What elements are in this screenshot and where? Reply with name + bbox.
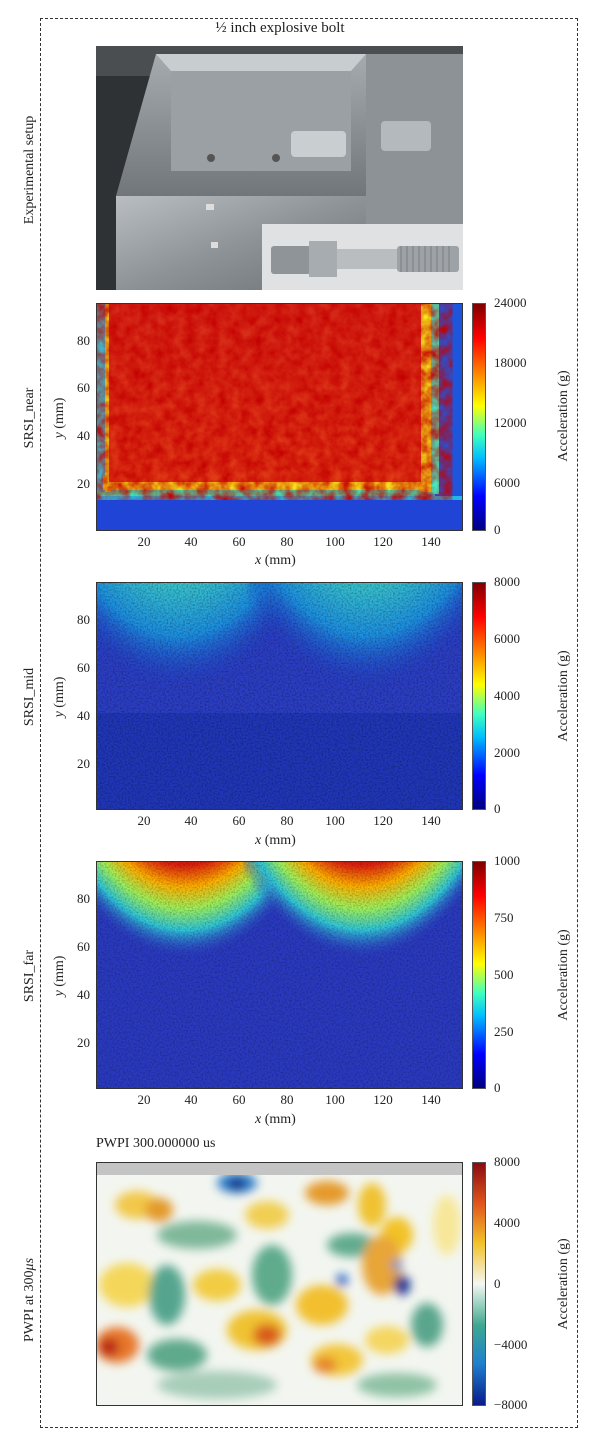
srsi-near-colorbar [472, 303, 486, 531]
x-tick: 20 [137, 813, 151, 828]
pwpi-panel-title: PWPI 300.000000 us [96, 1136, 216, 1151]
colorbar-tick: 500 [494, 967, 514, 982]
y-tick: 40 [77, 428, 90, 443]
colorbar-tick: 12000 [494, 415, 527, 430]
pwpi-header-bar [97, 1163, 462, 1175]
srsi-far-heatmap [65, 627, 482, 1089]
srsi-mid-colorbar-label: Acceleration (g) [556, 650, 571, 742]
colorbar-tick: 750 [494, 910, 514, 925]
x-tick: 120 [373, 534, 393, 549]
y-tick: 20 [77, 476, 90, 491]
colorbar-tick: 6000 [494, 475, 520, 490]
x-tick: 100 [325, 813, 345, 828]
colorbar-tick: −4000 [494, 1337, 528, 1352]
colorbar-tick: 1000 [494, 853, 520, 868]
x-tick: 40 [184, 1092, 198, 1107]
x-tick: 60 [232, 1092, 246, 1107]
colorbar-tick: 24000 [494, 295, 527, 310]
pwpi-colorbar [472, 1162, 486, 1406]
colorbar-tick: 0 [494, 522, 501, 537]
srsi-mid-row-label: SRSI_mid [22, 667, 37, 727]
srsi-near-row-label: SRSI_near [22, 387, 37, 449]
y-tick: 40 [77, 987, 90, 1002]
y-tick: 40 [77, 708, 90, 723]
x-tick: 40 [184, 813, 198, 828]
colorbar-tick: 8000 [494, 1154, 520, 1169]
x-tick: 60 [232, 813, 246, 828]
colorbar-tick: −8000 [494, 1397, 528, 1412]
y-tick: 60 [77, 380, 90, 395]
colorbar-tick: 0 [494, 1276, 501, 1291]
x-tick: 40 [184, 534, 198, 549]
srsi-far-colorbar [472, 861, 486, 1089]
x-tick: 140 [421, 534, 441, 549]
x-tick: 140 [421, 1092, 441, 1107]
y-tick: 80 [77, 891, 90, 906]
y-tick: 80 [77, 612, 90, 627]
srsi-far-xlabel: x (mm) [255, 1112, 296, 1127]
y-tick: 60 [77, 660, 90, 675]
colorbar-tick: 2000 [494, 745, 520, 760]
x-tick: 60 [232, 534, 246, 549]
pwpi-wavefield-image [96, 1162, 463, 1406]
pwpi-row-label: PWPI at 300μs [22, 1257, 37, 1343]
colorbar-tick: 18000 [494, 355, 527, 370]
colorbar-tick: 4000 [494, 688, 520, 703]
x-tick: 140 [421, 813, 441, 828]
y-tick: 80 [77, 333, 90, 348]
x-tick: 120 [373, 813, 393, 828]
y-tick: 60 [77, 939, 90, 954]
figure-frame [40, 18, 578, 1428]
srsi-far-row-label: SRSI_far [22, 949, 37, 1003]
colorbar-tick: 0 [494, 801, 501, 816]
srsi-mid-heatmap [59, 343, 487, 810]
y-tick: 20 [77, 756, 90, 771]
colorbar-tick: 250 [494, 1024, 514, 1039]
x-tick: 80 [280, 534, 294, 549]
x-tick: 100 [325, 534, 345, 549]
x-tick: 100 [325, 1092, 345, 1107]
srsi-mid-colorbar [472, 582, 486, 810]
experimental-setup-photo [96, 46, 463, 290]
x-tick: 20 [137, 1092, 151, 1107]
srsi-near-xlabel: x (mm) [255, 553, 296, 568]
colorbar-tick: 0 [494, 1080, 501, 1095]
colorbar-tick: 6000 [494, 631, 520, 646]
srsi-near-heatmap [96, 303, 463, 531]
srsi-mid-xlabel: x (mm) [255, 833, 296, 848]
colorbar-tick: 4000 [494, 1215, 520, 1230]
pwpi-colorbar-label: Acceleration (g) [556, 1238, 571, 1330]
srsi-near-colorbar-label: Acceleration (g) [556, 370, 571, 462]
x-tick: 80 [280, 813, 294, 828]
y-tick: 20 [77, 1035, 90, 1050]
srsi-far-colorbar-label: Acceleration (g) [556, 929, 571, 1021]
x-tick: 80 [280, 1092, 294, 1107]
figure-top-title: ½ inch explosive bolt [215, 20, 345, 36]
colorbar-tick: 8000 [494, 574, 520, 589]
setup-row-label: Experimental setup [22, 115, 37, 225]
x-tick: 20 [137, 534, 151, 549]
x-tick: 120 [373, 1092, 393, 1107]
